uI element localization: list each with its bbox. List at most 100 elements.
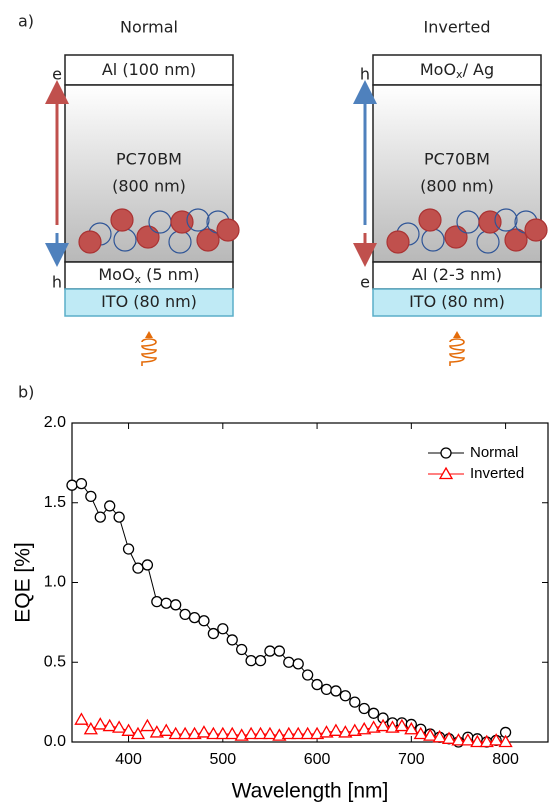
molecule <box>196 228 220 252</box>
data-marker <box>74 712 89 725</box>
y-axis-label: EQE [%] <box>12 542 35 623</box>
label-part: Al (100 nm) <box>102 60 196 79</box>
molecule <box>418 208 442 232</box>
data-marker <box>113 511 125 523</box>
label-part: MoO <box>98 265 134 284</box>
y-tick-label: 2.0 <box>44 414 66 431</box>
data-marker <box>177 726 193 740</box>
molecule <box>444 225 468 249</box>
data-marker <box>66 479 78 491</box>
light-arrow <box>145 331 153 338</box>
data-marker <box>149 725 164 738</box>
series-line <box>71 483 506 743</box>
carrier-label: h <box>52 273 62 292</box>
data-marker <box>93 717 108 730</box>
data-marker <box>283 656 295 668</box>
label-subscript: x <box>456 68 463 81</box>
data-marker <box>132 562 144 574</box>
data-marker <box>104 500 116 512</box>
data-marker <box>423 728 438 741</box>
data-marker <box>217 623 229 635</box>
molecule <box>386 230 410 254</box>
layer-label: PC70BM <box>116 150 182 169</box>
data-marker <box>236 643 248 656</box>
label-subscript: x <box>135 273 142 286</box>
label-part: ITO (80 nm) <box>101 292 197 311</box>
data-marker <box>226 634 238 646</box>
legend-marker <box>438 466 454 480</box>
molecule <box>478 210 502 234</box>
layer-label: MoOx/ Ag <box>420 60 494 82</box>
light-icon <box>449 338 465 366</box>
data-marker <box>272 728 287 741</box>
molecule <box>136 225 160 249</box>
panel-label: b) <box>18 383 34 402</box>
series <box>66 477 512 748</box>
data-marker <box>168 726 183 740</box>
data-marker <box>179 608 191 621</box>
layer-label: Al (100 nm) <box>102 60 196 79</box>
chart: 0.0 0.5 1.0 1.5 2.0 400 500 600 700 800 Wavelength… <box>12 414 549 803</box>
y-tick-label: 0.0 <box>44 733 66 750</box>
legend-label: Inverted <box>470 465 524 482</box>
molecule <box>170 210 194 234</box>
data-marker <box>198 615 210 627</box>
x-tick-label: 800 <box>492 751 519 768</box>
molecule <box>504 228 528 252</box>
data-marker <box>187 726 202 740</box>
molecule <box>494 208 518 232</box>
legend-marker <box>440 447 452 459</box>
data-marker <box>170 599 182 611</box>
label-part: ITO (80 nm) <box>409 292 505 311</box>
data-marker <box>479 734 494 748</box>
device-stack: Normal Al (100 nm) PC70BM (800 nm) MoOx (5 n… <box>45 18 240 366</box>
series <box>74 712 513 748</box>
data-marker <box>301 669 314 681</box>
data-marker <box>338 725 353 738</box>
data-marker <box>141 559 154 571</box>
layer-ito <box>372 288 542 317</box>
layer-top <box>64 54 234 86</box>
molecule <box>216 218 240 242</box>
stack-title: Inverted <box>423 18 490 37</box>
panel-label: a) <box>18 12 34 31</box>
data-marker <box>460 733 476 746</box>
data-marker <box>188 611 201 624</box>
data-marker <box>160 597 172 609</box>
carrier-label: e <box>360 273 370 292</box>
data-marker <box>349 696 361 708</box>
data-marker <box>404 721 419 735</box>
molecule <box>110 208 134 232</box>
molecule <box>186 208 210 232</box>
molecule <box>78 230 102 254</box>
data-marker <box>291 726 306 740</box>
legend: Normal Inverted <box>428 444 524 482</box>
data-marker <box>245 655 257 667</box>
label-part: MoO <box>420 60 456 79</box>
layer-label: (800 nm) <box>112 177 186 196</box>
x-tick-label: 700 <box>398 751 425 768</box>
data-marker <box>413 726 428 740</box>
data-marker <box>330 685 342 697</box>
data-marker <box>385 720 400 733</box>
label-part: / Ag <box>463 60 495 79</box>
data-marker <box>441 731 457 744</box>
layer-label: ITO (80 nm) <box>101 292 197 311</box>
label-part: (5 nm) <box>141 265 200 284</box>
data-marker <box>339 690 351 702</box>
data-marker <box>451 733 466 746</box>
data-marker <box>130 726 146 740</box>
data-marker <box>121 723 136 736</box>
data-marker <box>215 726 230 740</box>
layer-label: ITO (80 nm) <box>409 292 505 311</box>
layer-label: Al (2-3 nm) <box>412 265 502 284</box>
legend-label: Normal <box>470 444 518 461</box>
data-marker <box>243 726 259 740</box>
x-tick-label: 400 <box>115 751 142 768</box>
data-marker <box>328 723 344 736</box>
layer-interlayer <box>372 261 542 290</box>
data-marker <box>159 723 174 736</box>
data-marker <box>375 718 391 732</box>
data-marker <box>347 723 362 736</box>
